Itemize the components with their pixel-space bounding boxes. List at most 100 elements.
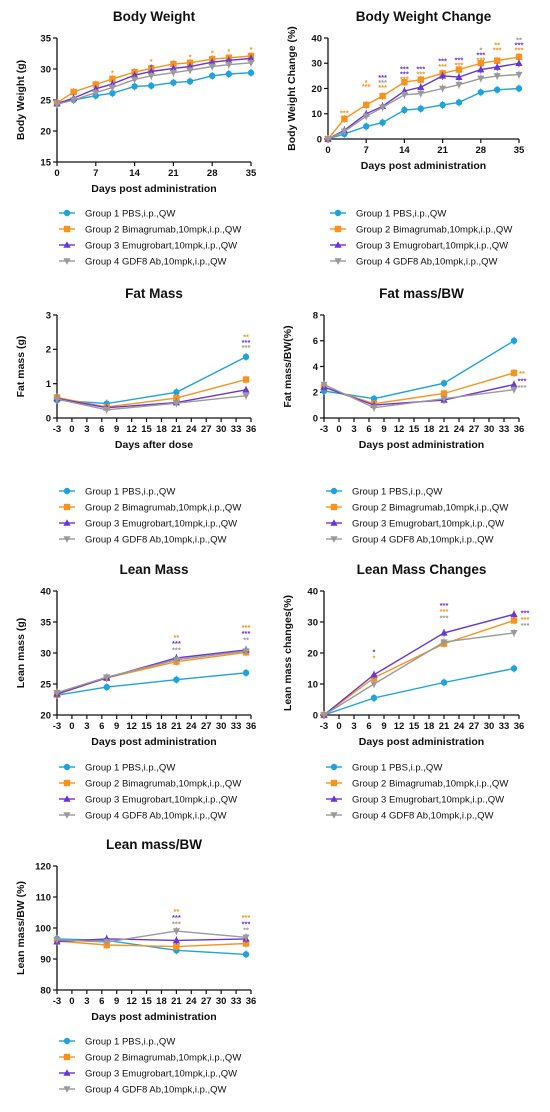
legend-entry: Group 2 Bimagrumab,10mpk,i.p.,QW xyxy=(85,779,241,790)
legend-marker xyxy=(63,1053,71,1061)
data-point xyxy=(208,58,216,65)
y-tick-label: 1 xyxy=(46,379,52,390)
x-tick-label: 33 xyxy=(499,721,510,732)
x-tick-label: 9 xyxy=(381,424,386,435)
data-point xyxy=(440,629,448,636)
data-point xyxy=(247,60,255,67)
data-point xyxy=(169,69,177,77)
significance-mark: *** xyxy=(518,383,527,392)
x-axis-label: Days post administration xyxy=(91,183,216,195)
legend-entry: Group 4 GDF8 Ab,10mpk,i.p.,QW xyxy=(352,811,494,822)
data-point xyxy=(324,136,332,143)
x-tick-label: 12 xyxy=(394,424,405,435)
significance-mark: * xyxy=(373,647,376,656)
x-tick-label: 15 xyxy=(409,424,420,435)
data-point xyxy=(186,67,194,75)
x-tick-label: 0 xyxy=(69,996,74,1007)
significance-mark: * xyxy=(365,78,368,87)
data-point xyxy=(320,712,328,719)
legend-marker xyxy=(63,487,71,495)
data-point xyxy=(363,101,370,109)
series-line xyxy=(323,619,515,716)
significance-mark: *** xyxy=(242,343,251,352)
data-point xyxy=(225,70,233,78)
legend-marker xyxy=(330,763,338,771)
x-tick-label: 21 xyxy=(171,721,182,732)
data-point xyxy=(247,69,255,76)
legend-marker xyxy=(63,258,71,265)
legend: Group 1 PBS,i.p.,QW Group 2 Bimagrumab,10… xyxy=(326,763,508,822)
x-axis-label: Days post administration xyxy=(91,736,216,748)
data-point xyxy=(439,72,447,79)
legend-entry: Group 1 PBS,i.p.,QW xyxy=(85,209,175,220)
data-point xyxy=(148,82,155,89)
legend-marker xyxy=(63,225,71,233)
x-tick-label: 24 xyxy=(454,721,465,732)
significance-mark: *** xyxy=(172,645,181,654)
x-tick-label: 21 xyxy=(171,424,182,435)
x-tick-label: 15 xyxy=(409,721,420,732)
legend-entry: Group 3 Emugrobart,10mpk,i.p.,QW xyxy=(352,795,504,806)
series-4 xyxy=(53,58,255,109)
legend: Group 1 PBS,i.p.,QW Group 2 Bimagrumab,10… xyxy=(59,763,241,822)
series-line xyxy=(323,383,515,409)
chart-title: Lean Mass xyxy=(119,562,188,577)
data-point xyxy=(379,119,386,126)
data-point xyxy=(378,104,387,112)
significance-mark: *** xyxy=(521,621,530,630)
data-point xyxy=(242,934,250,942)
y-tick-label: 110 xyxy=(36,892,51,903)
significance-mark: *** xyxy=(476,50,485,59)
y-tick-label: 80 xyxy=(40,985,51,996)
x-tick-label: 12 xyxy=(126,996,137,1007)
significance-mark: *** xyxy=(440,601,449,610)
x-tick-label: 27 xyxy=(201,996,212,1007)
data-point xyxy=(439,101,446,109)
data-point xyxy=(131,76,139,84)
x-tick-label: 0 xyxy=(69,721,74,732)
significance-mark: *** xyxy=(400,74,409,83)
x-tick-label: 15 xyxy=(141,996,152,1007)
legend-marker xyxy=(63,241,71,248)
x-tick-label: 3 xyxy=(84,424,89,435)
y-tick-label: 90 xyxy=(40,954,51,965)
x-tick-label: 3 xyxy=(84,721,89,732)
series-line xyxy=(56,378,247,408)
legend-marker xyxy=(334,209,342,217)
significance-mark: *** xyxy=(455,61,464,70)
x-axis-label: Days post administration xyxy=(359,439,484,451)
y-tick-label: 0 xyxy=(313,710,318,721)
data-point xyxy=(510,369,518,377)
data-point xyxy=(510,630,518,637)
data-point xyxy=(147,67,155,75)
y-tick-label: 120 xyxy=(35,861,51,872)
significance-mark: *** xyxy=(242,913,251,922)
series-1 xyxy=(324,84,523,143)
y-tick-label: 10 xyxy=(311,109,322,120)
legend-entry: Group 2 Bimagrumab,10mpk,i.p.,QW xyxy=(356,225,512,236)
data-point xyxy=(440,380,448,387)
significance-mark: ** xyxy=(173,907,179,916)
legend-entry: Group 2 Bimagrumab,10mpk,i.p.,QW xyxy=(352,779,508,790)
data-point xyxy=(92,81,99,88)
data-point xyxy=(400,92,408,99)
series-2 xyxy=(320,616,518,719)
y-tick-label: 20 xyxy=(311,84,322,95)
x-tick-label: 6 xyxy=(366,424,371,435)
data-point xyxy=(186,78,194,85)
data-point xyxy=(172,936,180,944)
legend-entry: Group 4 GDF8 Ab,10mpk,i.p.,QW xyxy=(356,257,498,268)
data-point xyxy=(510,610,518,618)
significance-mark: ** xyxy=(519,369,525,378)
data-point xyxy=(242,648,250,655)
data-point xyxy=(510,386,518,394)
legend-marker xyxy=(63,795,71,802)
x-tick-label: 24 xyxy=(186,424,197,435)
data-point xyxy=(172,928,180,935)
x-tick-label: 18 xyxy=(424,424,435,435)
x-tick-label: 9 xyxy=(114,424,119,435)
data-point xyxy=(515,71,523,79)
x-tick-label: -3 xyxy=(53,721,61,732)
legend-marker xyxy=(63,1086,71,1093)
